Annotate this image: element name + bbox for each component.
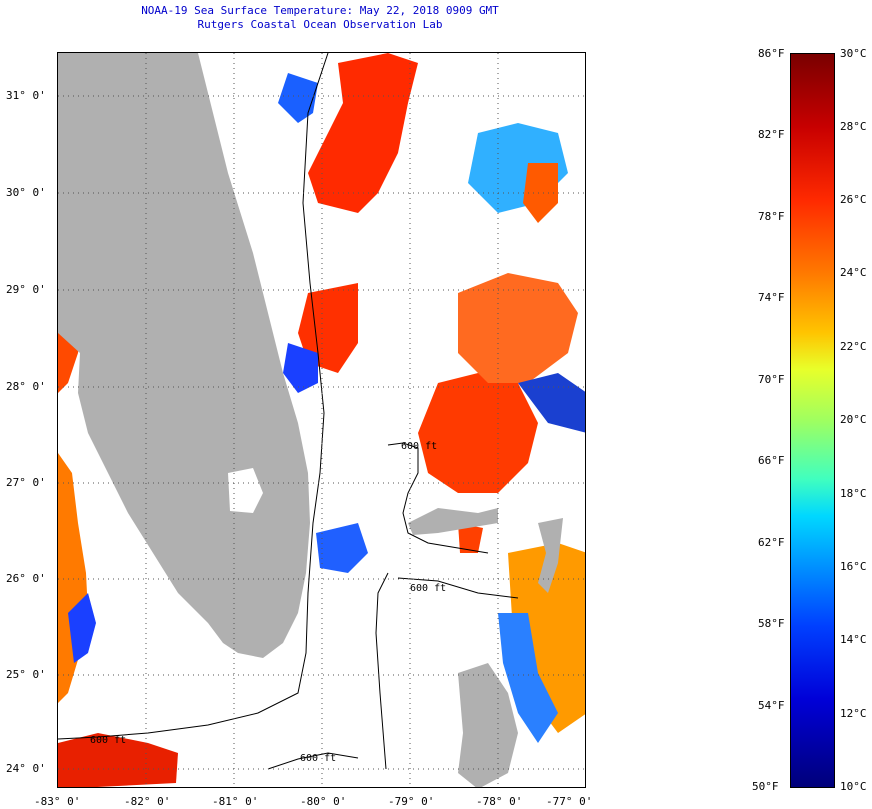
lat-label-31: 31° 0' — [6, 89, 46, 102]
sst-patches — [58, 53, 585, 787]
sst-patch-north-edge — [278, 73, 318, 123]
cbar-f-86: 86°F — [758, 47, 785, 60]
andros-island — [458, 663, 518, 787]
sst-patch-gulf-west-blue — [68, 593, 96, 663]
temperature-colorbar — [790, 53, 835, 788]
sst-patch-north — [308, 53, 418, 213]
sst-patch-sfl — [316, 523, 368, 573]
sst-map: 600 ft 600 ft 600 ft 600 ft — [57, 52, 586, 788]
lat-label-30: 30° 0' — [6, 186, 46, 199]
abaco-island — [538, 518, 563, 593]
cbar-f-50: 50°F — [752, 780, 779, 793]
lat-label-27: 27° 0' — [6, 476, 46, 489]
lake-okeechobee — [228, 468, 263, 513]
cbar-f-62: 62°F — [758, 536, 785, 549]
sst-patch-andros — [458, 523, 483, 553]
cbar-c-14: 14°C — [840, 633, 867, 646]
sst-patch-east-blue — [518, 373, 585, 433]
lat-label-24: 24° 0' — [6, 762, 46, 775]
contour-600ft-south — [267, 752, 359, 770]
graticule — [58, 53, 585, 787]
sst-patch-se-blue — [498, 613, 558, 743]
contour-600ft-bahamas — [387, 442, 489, 554]
contour-600ft-tongue — [375, 572, 389, 770]
lat-label-29: 29° 0' — [6, 283, 46, 296]
cbar-c-16: 16°C — [840, 560, 867, 573]
sst-patch-mid-blue — [283, 343, 318, 393]
sst-patch-east — [458, 273, 578, 383]
cbar-f-58: 58°F — [758, 617, 785, 630]
lon-label-78: -78° 0' — [476, 795, 523, 808]
cbar-f-70: 70°F — [758, 373, 785, 386]
cbar-c-18: 18°C — [840, 487, 867, 500]
cbar-c-12: 12°C — [840, 707, 867, 720]
contour-600ft-east-florida — [58, 53, 329, 740]
cbar-c-20: 20°C — [840, 413, 867, 426]
lat-label-28: 28° 0' — [6, 380, 46, 393]
lon-label-77: -77° 0' — [546, 795, 593, 808]
sst-patch-bahamas-north — [418, 373, 538, 493]
cbar-c-10: 10°C — [840, 780, 867, 793]
lon-label-79: -79° 0' — [388, 795, 435, 808]
contour-label-3: 600 ft — [90, 735, 126, 746]
cbar-c-24: 24°C — [840, 266, 867, 279]
sst-patch-keys-sw — [58, 733, 178, 787]
cbar-f-54: 54°F — [758, 699, 785, 712]
lon-label-83: -83° 0' — [34, 795, 81, 808]
big-bahama-island — [408, 508, 498, 535]
florida-peninsula — [58, 53, 310, 658]
cbar-c-22: 22°C — [840, 340, 867, 353]
contour-label-1: 600 ft — [401, 441, 437, 452]
lon-label-81: -81° 0' — [212, 795, 259, 808]
map-subtitle: Rutgers Coastal Ocean Observation Lab — [197, 18, 443, 31]
lat-label-26: 26° 0' — [6, 572, 46, 585]
contour-label-4: 600 ft — [300, 753, 336, 764]
cbar-f-66: 66°F — [758, 454, 785, 467]
map-canvas: 600 ft 600 ft 600 ft 600 ft — [58, 53, 585, 787]
cbar-f-74: 74°F — [758, 291, 785, 304]
lat-label-25: 25° 0' — [6, 668, 46, 681]
lon-label-82: -82° 0' — [124, 795, 171, 808]
lon-label-80: -80° 0' — [300, 795, 347, 808]
cbar-c-26: 26°C — [840, 193, 867, 206]
cbar-f-82: 82°F — [758, 128, 785, 141]
map-title: NOAA-19 Sea Surface Temperature: May 22,… — [141, 4, 499, 17]
cbar-c-30: 30°C — [840, 47, 867, 60]
cbar-f-78: 78°F — [758, 210, 785, 223]
land-masses — [58, 53, 563, 787]
contour-label-2: 600 ft — [410, 583, 446, 594]
cbar-c-28: 28°C — [840, 120, 867, 133]
sst-patch-ne-core — [523, 163, 558, 223]
sst-patch-gulf-west-2 — [58, 453, 88, 703]
